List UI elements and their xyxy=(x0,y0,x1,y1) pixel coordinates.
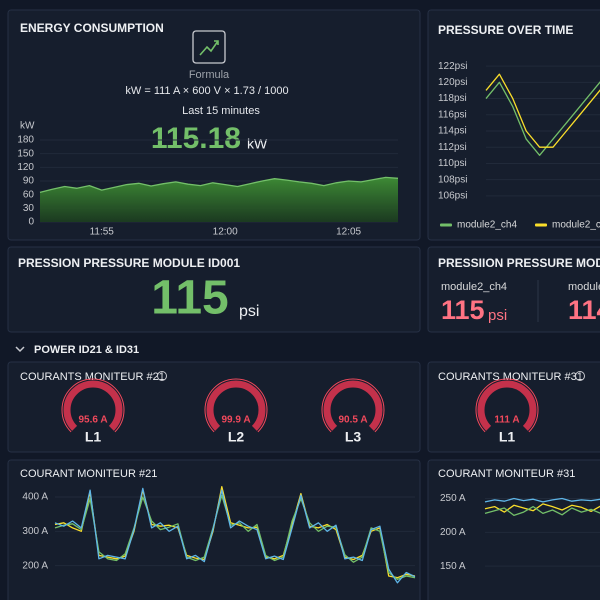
y-tick-label: 200 A xyxy=(440,527,466,538)
x-tick-label: 12:00 xyxy=(213,227,238,238)
y-tick-label: 60 xyxy=(23,189,35,200)
formula: kW = 111 A × 600 V × 1.73 / 1000 xyxy=(125,85,288,97)
panel-title: ENERGY CONSUMPTION xyxy=(20,21,164,35)
stat-value: 115.18 xyxy=(151,122,241,155)
gauge-value: 90.5 A xyxy=(338,415,367,426)
gauge-label: L2 xyxy=(228,429,245,445)
panel-title: COURANTS MONITEUR #21 xyxy=(20,371,165,383)
gauge-outline xyxy=(61,378,125,433)
info-icon[interactable] xyxy=(157,371,167,381)
stat-name: module2_ch4 xyxy=(441,281,507,293)
y-tick-label: 120psi xyxy=(438,77,467,88)
panel xyxy=(427,246,600,333)
panel xyxy=(7,246,421,333)
period: Last 15 minutes xyxy=(182,105,260,117)
panel xyxy=(427,361,600,453)
y-tick-label: 400 A xyxy=(22,492,48,503)
y-axis-label: kW xyxy=(20,121,35,132)
y-tick-label: 90 xyxy=(23,176,35,187)
formula-icon-glyph xyxy=(199,40,219,56)
legend-swatch xyxy=(440,223,452,227)
y-tick-label: 116psi xyxy=(438,109,467,120)
gauge-value: 111 A xyxy=(494,415,519,426)
y-tick-label: 30 xyxy=(23,203,35,214)
panel-title: COURANTS MONITEUR #31 xyxy=(438,371,583,383)
y-tick-label: 120 xyxy=(17,162,34,173)
stat-name: module xyxy=(568,281,600,293)
stat-value: 114 xyxy=(568,295,600,325)
legend-swatch xyxy=(535,223,547,227)
line xyxy=(54,487,416,584)
stat-unit: kW xyxy=(247,136,268,152)
gauge-arc xyxy=(477,380,537,431)
legend-label: module2_ch4 xyxy=(552,220,600,231)
gauge-label: L3 xyxy=(345,429,362,445)
gauge-arc xyxy=(323,380,383,431)
stat-unit: psi xyxy=(239,303,259,320)
x-tick-label: 12:05 xyxy=(336,227,361,238)
gauge-outline xyxy=(475,378,539,433)
y-tick-label: 200 A xyxy=(22,560,48,571)
y-tick-label: 114psi xyxy=(438,126,467,137)
gauge-value: 95.6 A xyxy=(78,415,107,426)
y-tick-label: 150 xyxy=(17,148,34,159)
panel-title: PRESSIION PRESSURE MODULE xyxy=(438,256,600,270)
y-tick-label: 106psi xyxy=(438,191,467,202)
y-tick-label: 112psi xyxy=(438,142,467,153)
gauge-arc xyxy=(63,380,123,431)
panel-title: COURANT MONITEUR #21 xyxy=(20,468,157,480)
y-tick-label: 122psi xyxy=(438,61,467,72)
y-tick-label: 180 xyxy=(17,135,34,146)
y-tick-label: 110psi xyxy=(438,158,467,169)
area xyxy=(40,177,398,222)
panel-title: PRESSION PRESSURE MODULE ID001 xyxy=(18,256,240,270)
y-tick-label: 118psi xyxy=(438,93,467,104)
y-tick-label: 250 A xyxy=(440,493,466,504)
stat-value: 115 xyxy=(151,272,228,325)
line xyxy=(485,73,600,148)
info-icon[interactable] xyxy=(575,371,585,381)
gauge-outline xyxy=(204,378,268,433)
gauge-arc xyxy=(206,380,266,431)
gauge-label: L1 xyxy=(85,429,102,445)
row-chevron[interactable] xyxy=(15,346,25,353)
y-tick-label: 108psi xyxy=(438,174,467,185)
panel-title: COURANT MONITEUR #31 xyxy=(438,468,575,480)
line xyxy=(484,505,600,517)
y-tick-label: 0 xyxy=(28,217,34,228)
panel xyxy=(427,9,600,241)
area-line xyxy=(39,176,399,194)
gauge-outline xyxy=(321,378,385,433)
line xyxy=(485,81,600,156)
panel xyxy=(7,9,421,241)
panel xyxy=(7,459,421,600)
line xyxy=(484,497,600,503)
legend-label: module2_ch4 xyxy=(457,220,517,231)
gauge-value: 99.9 A xyxy=(221,415,250,426)
stat-unit: psi xyxy=(488,307,507,324)
row-title[interactable]: POWER ID21 & ID31 xyxy=(34,344,139,356)
stat-value: 115 xyxy=(441,295,485,325)
y-tick-label: 300 A xyxy=(22,526,48,537)
formula-icon xyxy=(192,30,226,64)
y-tick-label: 150 A xyxy=(440,561,466,572)
panel-title: PRESSURE OVER TIME xyxy=(438,23,573,37)
gauge-label: L1 xyxy=(499,429,516,445)
panel xyxy=(427,459,600,600)
icon-label: Formula xyxy=(189,69,230,81)
x-tick-label: 11:55 xyxy=(90,227,115,238)
